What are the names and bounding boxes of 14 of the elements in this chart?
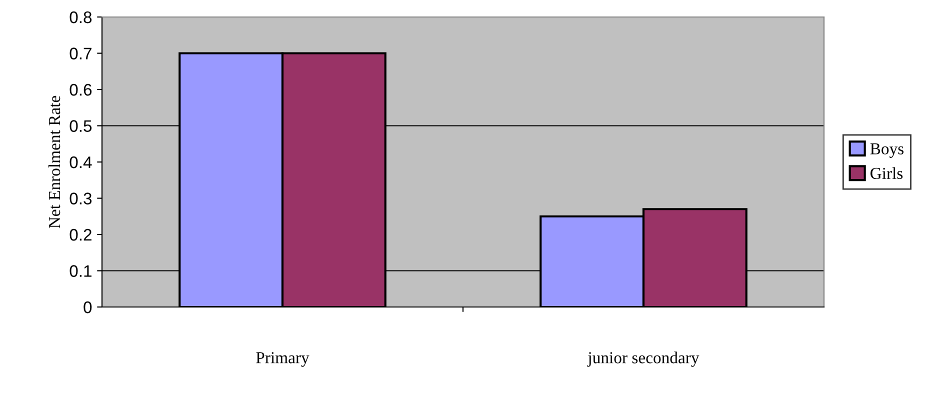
y-tick-label: 0 <box>84 301 92 314</box>
x-tick-label: junior secondary <box>587 352 700 367</box>
y-tick-label: 0.7 <box>70 48 92 60</box>
y-tick-label: 0.1 <box>70 265 92 277</box>
legend-label: Boys <box>870 143 904 158</box>
y-tick-label: 0.3 <box>70 192 92 204</box>
y-tick-label: 0.4 <box>70 156 92 168</box>
legend-label: Girls <box>870 167 903 180</box>
y-axis-title: Net Enrolment Rate <box>48 96 60 228</box>
y-tick-label: 0.2 <box>70 228 92 241</box>
y-tick-label: 0.5 <box>70 120 92 132</box>
y-tick-label: 0.8 <box>70 11 92 24</box>
y-tick-label: 0.6 <box>70 84 92 96</box>
x-tick-label: Primary <box>256 352 310 367</box>
